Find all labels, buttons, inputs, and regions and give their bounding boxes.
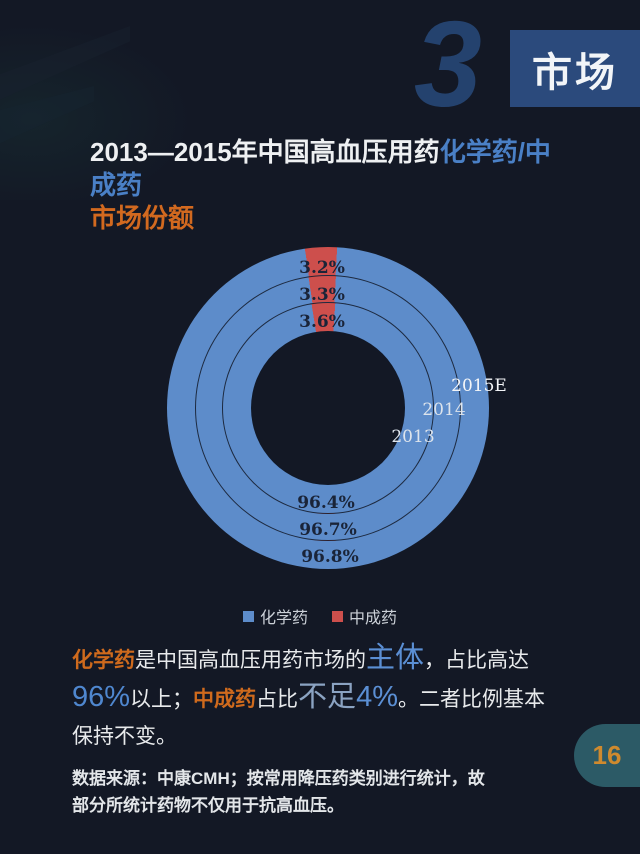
page-number: 16 [592,740,622,770]
analysis-line2: 96%以上；中成药占比不足4%。二者比例基本 [72,679,582,718]
legend-item-chemical: 化学药 [242,604,308,628]
analysis-text-5: 。二者比例基本 [397,688,545,711]
source-note: 数据来源：中康CMH；按常用降压药类别进行统计，故 部分所统计药物不仅用于抗高血… [72,765,577,819]
analysis-keyword-main: 主体 [366,642,425,674]
legend-label-chemical: 化学药 [259,610,308,627]
analysis-text-1: 是中国高血压用药市场的 [135,649,366,672]
analysis-96pct: 96% [72,681,131,713]
analysis-lessthan: 不足 [298,681,357,713]
analysis-text-6: 保持不变。 [72,725,177,748]
legend-item-tcm: 中成药 [332,604,397,628]
section-number: 3 [414,0,482,132]
slide-title: 2013—2015年中国高血压用药化学药/中成药 市场份额 [90,136,570,235]
analysis-line3: 保持不变。 [72,718,582,755]
tcm-share-2013: 3.6% [299,312,345,332]
title-prefix: 2013—2015年中国高血压用药 [90,137,440,167]
tcm-share-2014: 3.3% [299,285,345,305]
analysis-text-2: ，占比高达 [424,649,530,672]
legend-label-tcm: 中成药 [349,610,398,627]
title-highlight: 化学药/中成药 [90,137,551,200]
tcm-share-2015e: 3.2% [299,258,345,278]
donut-hole [251,331,405,485]
donut-chart: 3.2% 3.3% 3.6% 96.4% 96.7% 96.8% 2013 20… [167,247,507,569]
analysis-text-4: 占比 [256,688,299,711]
section-tab: 市场 [510,30,640,107]
analysis-4pct: 4% [356,681,398,713]
analysis-chemical-term: 化学药 [72,649,135,672]
analysis-text-3: 以上； [130,688,194,711]
chemical-share-2015e: 96.8% [301,547,359,567]
section-tab-label: 市场 [532,50,618,95]
source-note-line1: 数据来源：中康CMH；按常用降压药类别进行统计，故 [72,769,485,788]
page-number-badge: 16 [574,724,640,787]
year-label-2013: 2013 [391,427,435,447]
slide-title-line2: 市场份额 [90,203,195,233]
analysis-tcm-term: 中成药 [193,688,257,711]
chemical-share-2014: 96.7% [299,520,357,540]
year-label-2014: 2014 [422,400,466,420]
analysis-line1: 化学药是中国高血压用药市场的主体，占比高达 [72,640,582,679]
legend-swatch-chemical [242,610,254,622]
legend-swatch-tcm [332,610,343,622]
chart-legend: 化学药 中成药 [0,604,640,628]
source-note-line2: 部分所统计药物不仅用于抗高血压。 [72,796,344,815]
chemical-share-2013: 96.4% [297,493,355,513]
slide-title-line1: 2013—2015年中国高血压用药化学药/中成药 [90,136,570,202]
year-label-2015e: 2015E [451,376,507,396]
analysis-paragraph: 化学药是中国高血压用药市场的主体，占比高达 96%以上；中成药占比不足4%。二者… [72,640,582,755]
